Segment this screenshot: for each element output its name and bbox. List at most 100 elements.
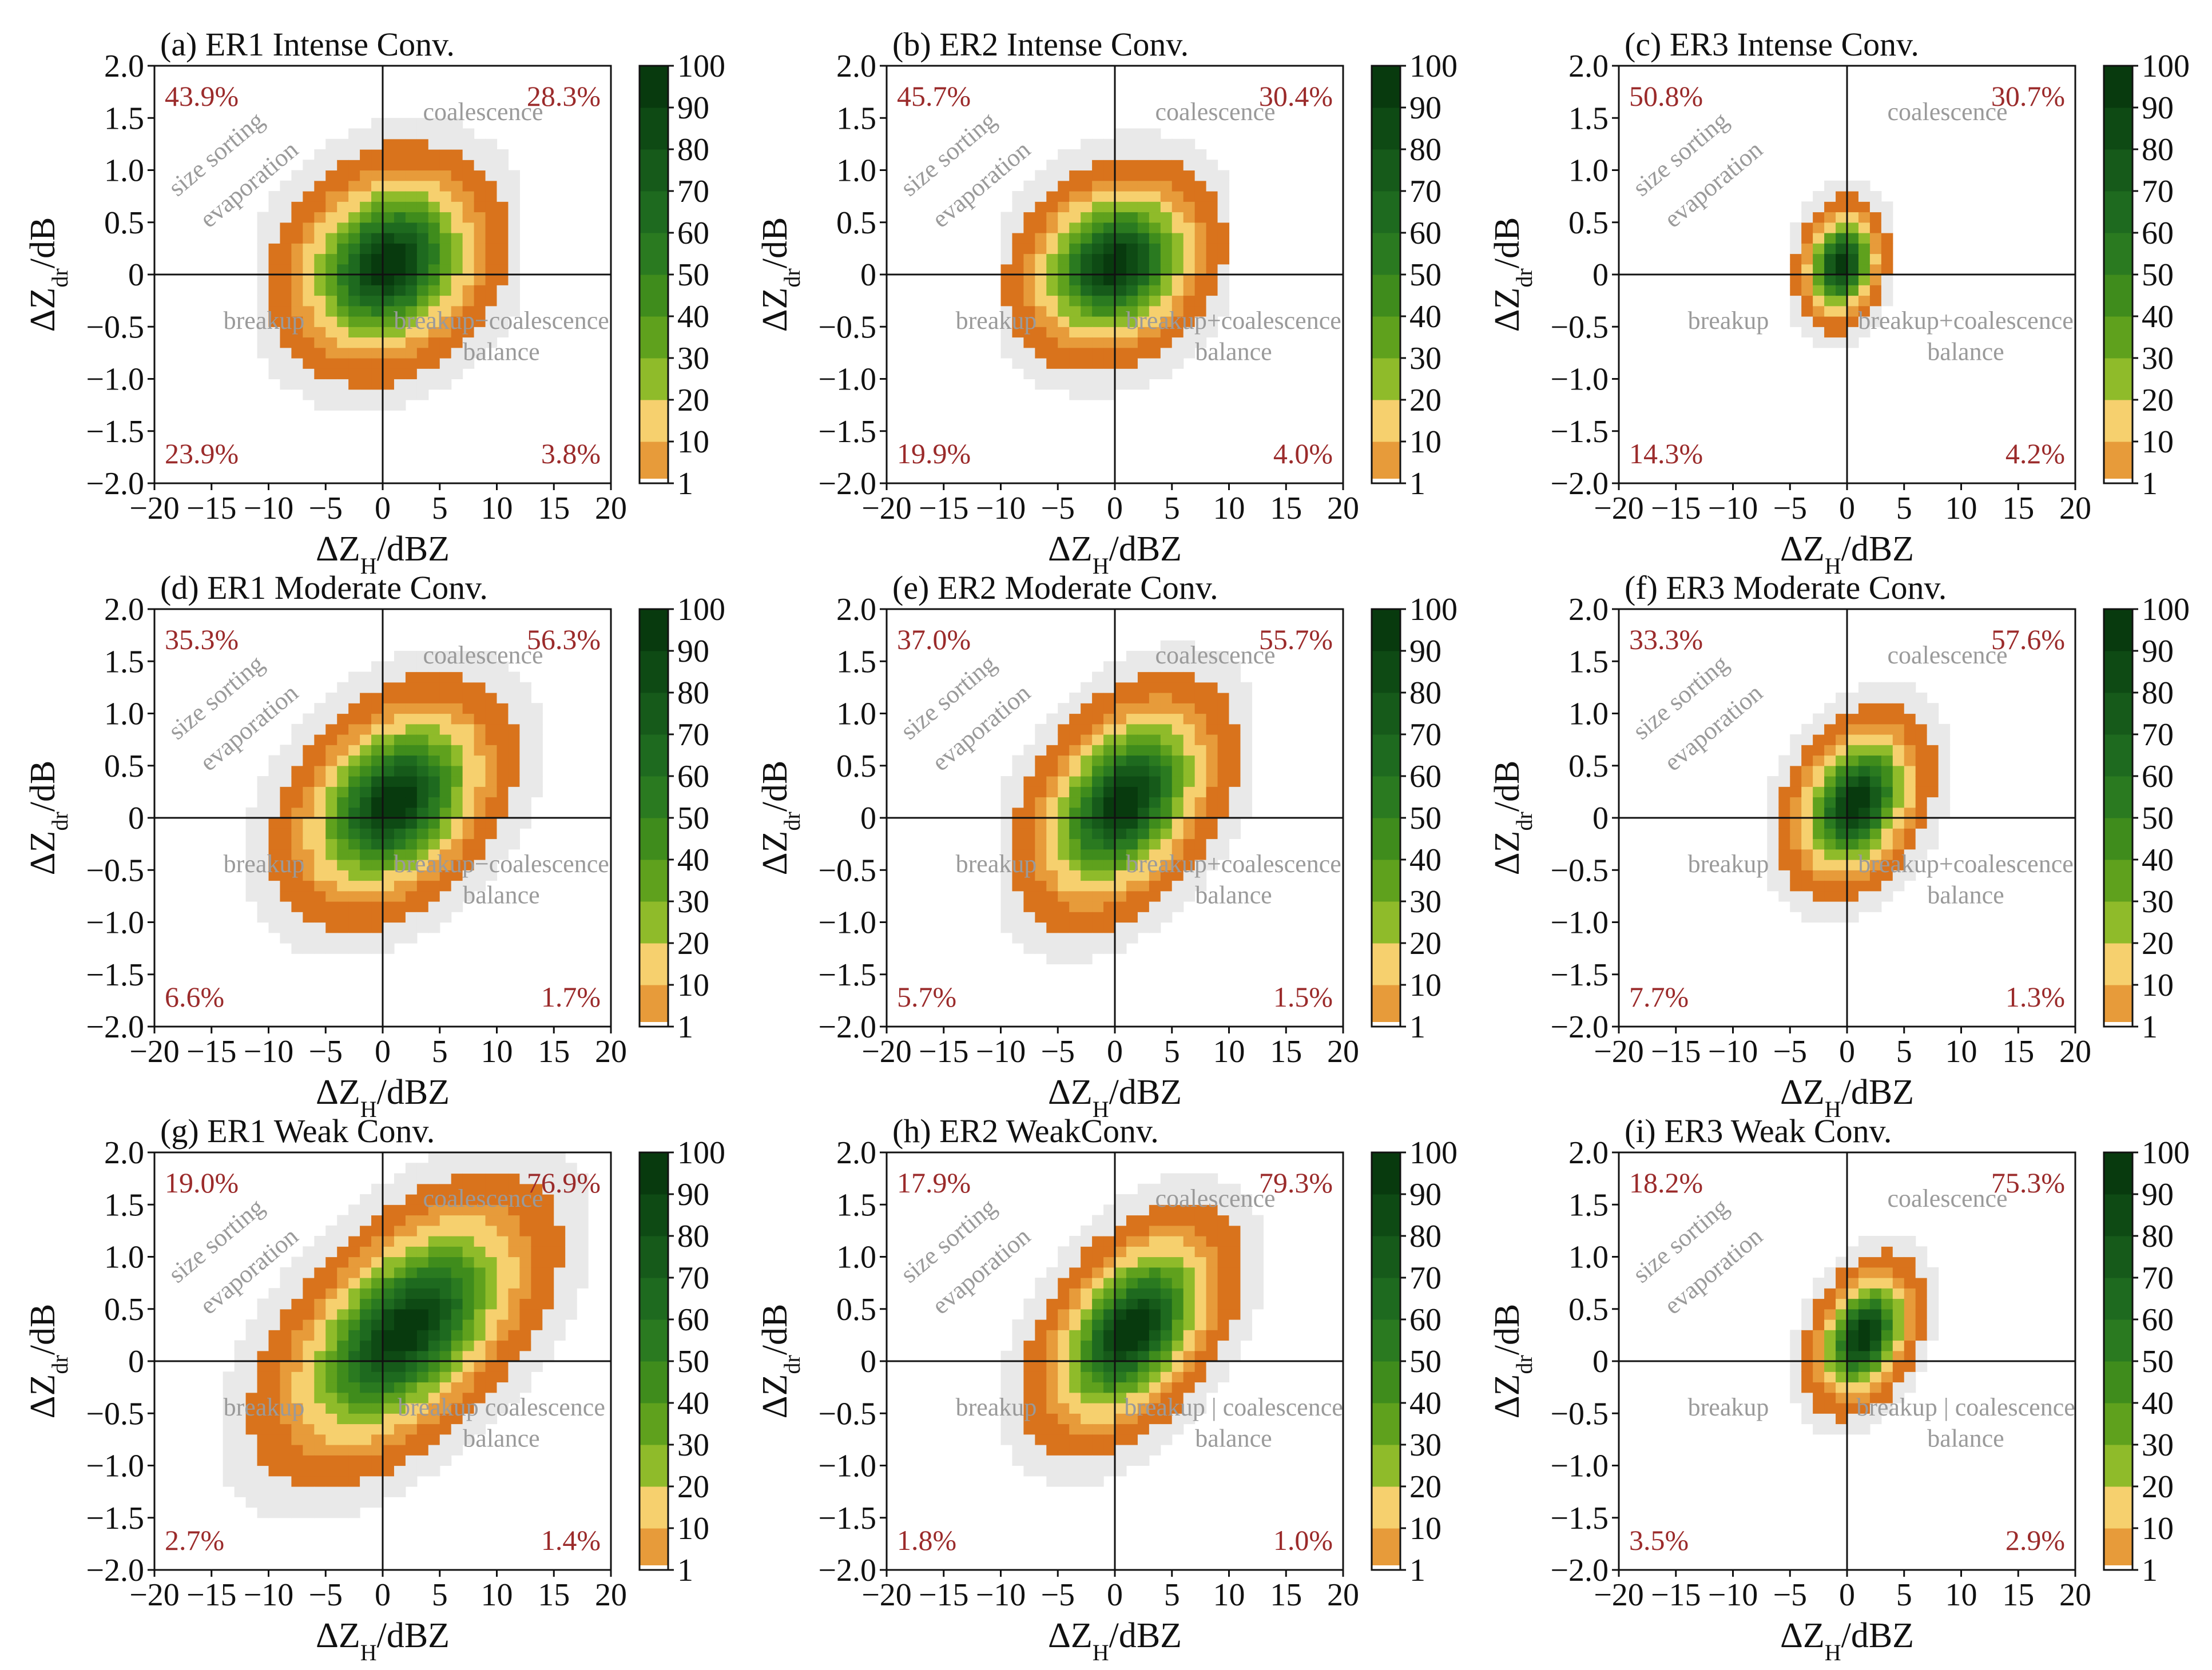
heatmap-cell (1081, 1424, 1093, 1435)
heatmap-cell (371, 212, 383, 223)
heatmap-cell (1023, 828, 1035, 840)
heatmap-cell (508, 1298, 520, 1310)
heatmap-cell (314, 860, 326, 870)
heatmap-cell (337, 347, 349, 359)
y-axis-label: ΔZdr/dB (1488, 217, 1537, 332)
heatmap-cell (1012, 755, 1024, 766)
heatmap-cell (394, 1476, 406, 1487)
heatmap-cell (348, 828, 360, 840)
heatmap-cell (1194, 860, 1207, 870)
heatmap-cell (1115, 337, 1127, 348)
heatmap-cell (394, 838, 406, 850)
heatmap-cell (439, 693, 452, 703)
colorbar-segment (640, 943, 668, 985)
heatmap-cell (1103, 1434, 1115, 1445)
x-tick-label: −15 (1651, 1577, 1701, 1613)
heatmap-cell (1869, 1319, 1882, 1330)
y-tick-label: −1.5 (818, 957, 876, 993)
heatmap-cell (291, 807, 303, 818)
heatmap-cell (234, 1445, 247, 1456)
heatmap-cell (462, 880, 475, 892)
heatmap-cell (462, 275, 475, 285)
heatmap-cell (497, 849, 509, 860)
heatmap-cell (280, 1288, 292, 1299)
heatmap-cell (1126, 849, 1138, 860)
heatmap-cell (1858, 316, 1871, 327)
heatmap-cell (1847, 828, 1859, 840)
heatmap-cell (1869, 765, 1882, 777)
colorbar-segment (2104, 1319, 2132, 1362)
heatmap-cell (348, 870, 360, 881)
heatmap-cell (1183, 807, 1196, 818)
heatmap-cell (1012, 818, 1024, 829)
panel-title: (i) ER3 Weak Conv. (1625, 1112, 1892, 1150)
heatmap-cell (1915, 1278, 1928, 1289)
heatmap-cell (1229, 755, 1241, 766)
heatmap-cell (1836, 849, 1848, 860)
heatmap-cell (405, 1298, 418, 1310)
heatmap-cell (1240, 1257, 1252, 1268)
heatmap-cell (1206, 682, 1218, 693)
heatmap-cell (1126, 222, 1138, 233)
heatmap-cell (325, 1236, 337, 1247)
heatmap-cell (268, 1497, 281, 1508)
colorbar-segment (2104, 985, 2132, 1027)
heatmap-cell (1035, 776, 1047, 787)
percent-upper-left: 43.9% (165, 80, 239, 112)
heatmap-cell (405, 797, 418, 808)
heatmap-cell (383, 838, 395, 850)
heatmap-cell (360, 1246, 372, 1258)
heatmap-cell (325, 838, 337, 850)
heatmap-cell (1035, 838, 1047, 850)
heatmap-cell (439, 703, 452, 714)
heatmap-cell (1892, 807, 1905, 818)
heatmap-cell (257, 1298, 269, 1310)
heatmap-cell (451, 870, 463, 881)
heatmap-cell (360, 1340, 372, 1351)
heatmap-cell (428, 118, 440, 129)
panel-title: (h) ER2 WeakConv. (892, 1112, 1159, 1150)
heatmap-cell (1824, 1382, 1836, 1393)
heatmap-cell (462, 1152, 475, 1163)
heatmap-cell (1778, 870, 1790, 881)
heatmap-cell (531, 1236, 543, 1247)
heatmap-cell (280, 1424, 292, 1435)
heatmap-cell (1126, 1215, 1138, 1226)
heatmap-cell (314, 212, 326, 223)
heatmap-cell (1183, 870, 1196, 881)
heatmap-cell (554, 1330, 566, 1341)
heatmap-cell (1137, 222, 1150, 233)
heatmap-cell (1904, 807, 1916, 818)
heatmap-cell (416, 327, 429, 338)
heatmap-cell (325, 1392, 337, 1403)
heatmap-cell (337, 776, 349, 787)
heatmap-cell (1092, 745, 1104, 756)
heatmap-cell (1126, 253, 1138, 265)
heatmap-cell (325, 1382, 337, 1393)
heatmap-cell (1023, 1340, 1035, 1351)
x-axis-label: ΔZH/dBZ (1780, 1616, 1914, 1665)
heatmap-cell (268, 880, 281, 892)
heatmap-cell (1115, 1465, 1127, 1477)
heatmap-cell (1081, 682, 1093, 693)
colorbar-segment (640, 651, 668, 693)
y-tick-label: 0 (860, 801, 876, 836)
heatmap-cell (383, 922, 395, 933)
heatmap-cell (348, 400, 360, 411)
colorbar-tick-label: 50 (2142, 801, 2174, 836)
heatmap-cell (1149, 723, 1161, 735)
heatmap-cell (325, 170, 337, 181)
heatmap-cell (1092, 1413, 1104, 1425)
heatmap-cell (1103, 661, 1115, 673)
heatmap-cell (383, 1225, 395, 1236)
heatmap-cell (394, 734, 406, 745)
heatmap-cell (497, 316, 509, 327)
heatmap-cell (1126, 818, 1138, 829)
heatmap-cell (565, 1236, 577, 1247)
heatmap-cell (1160, 1424, 1173, 1435)
heatmap-cell (1171, 1330, 1184, 1341)
heatmap-cell (1092, 1225, 1104, 1236)
heatmap-cell (325, 1298, 337, 1310)
heatmap-cell (1171, 1246, 1184, 1258)
heatmap-cell (314, 1476, 326, 1487)
